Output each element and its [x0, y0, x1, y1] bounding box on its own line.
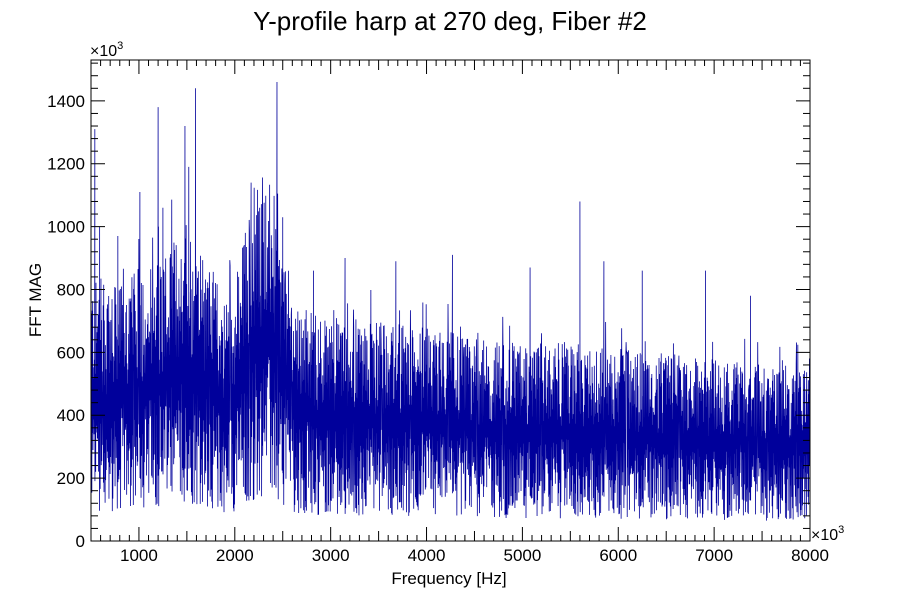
- y-tick-label: 400: [57, 406, 85, 425]
- plot-area: [91, 82, 810, 521]
- x-tick-label: 6000: [599, 546, 637, 565]
- y-tick-label: 1400: [47, 92, 85, 111]
- y-tick-label: 1200: [47, 155, 85, 174]
- x-tick-label: 4000: [408, 546, 446, 565]
- y-tick-label: 1000: [47, 218, 85, 237]
- x-axis-multiplier: ×103: [811, 524, 844, 544]
- y-tick-label: 600: [57, 343, 85, 362]
- x-axis-title: Frequency [Hz]: [391, 569, 506, 588]
- y-tick-label: 800: [57, 280, 85, 299]
- fft-series-line: [91, 82, 810, 521]
- y-axis-title: FFT MAG: [26, 263, 45, 337]
- y-tick-label: 0: [76, 532, 85, 551]
- x-tick-label: 3000: [312, 546, 350, 565]
- x-tick-label: 2000: [216, 546, 254, 565]
- chart-title: Y-profile harp at 270 deg, Fiber #2: [253, 6, 647, 36]
- y-axis-multiplier: ×103: [90, 40, 123, 60]
- x-tick-label: 8000: [791, 546, 829, 565]
- x-tick-label: 1000: [120, 546, 158, 565]
- y-tick-label: 200: [57, 469, 85, 488]
- x-tick-label: 5000: [503, 546, 541, 565]
- x-tick-label: 7000: [695, 546, 733, 565]
